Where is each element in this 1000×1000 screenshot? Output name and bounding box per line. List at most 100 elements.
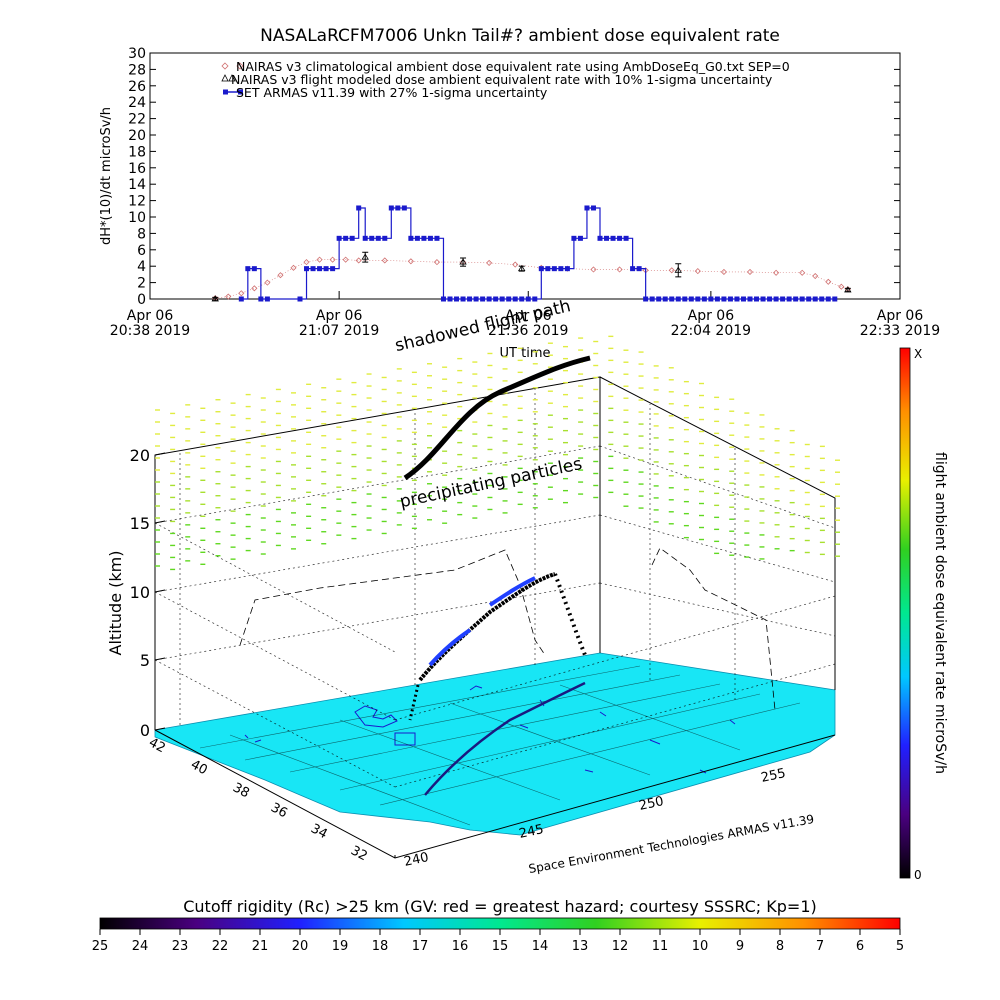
armas-point [832, 296, 838, 302]
y-tick-label: 26 [128, 79, 146, 95]
x-tick-label-date: Apr 06 [505, 308, 552, 324]
nairas-climatological-point [407, 258, 414, 265]
armas-point [317, 266, 323, 272]
colorbar-tick-label: 5 [896, 939, 904, 954]
y-tick-label: 20 [128, 128, 146, 144]
legend-marker-modeled [221, 74, 229, 82]
altitude-axis-label: Altitude (km) [106, 551, 125, 656]
nairas-climatological-point [303, 259, 310, 266]
armas-point [708, 296, 714, 302]
y-tick-label: 0 [137, 292, 146, 308]
legend-marker-armas [238, 89, 243, 95]
armas-point [604, 235, 610, 241]
armas-point [532, 296, 538, 302]
armas-point [395, 205, 401, 211]
vertical-colorbar [899, 347, 911, 879]
colorbar-tick-label: 20 [292, 939, 309, 954]
latitude-tick-label: 38 [230, 780, 252, 801]
armas-point [486, 296, 492, 302]
armas-point [264, 296, 270, 302]
armas-point [310, 266, 316, 272]
nairas-climatological-point [668, 267, 675, 274]
nairas-climatological-point [329, 256, 336, 263]
longitude-ticks: 240 245 250 255 [403, 766, 787, 870]
x-tick-label-time: 22:33 2019 [860, 323, 940, 339]
armas-point [812, 296, 818, 302]
series-nairas-climatological-line [215, 259, 848, 299]
armas-point [525, 296, 531, 302]
armas-point [688, 296, 694, 302]
ground-map [154, 652, 836, 836]
colorbar-tick-label: 17 [412, 939, 429, 954]
colorbar-tick-label: 10 [692, 939, 709, 954]
nairas-modeled-point [674, 266, 682, 273]
armas-point [545, 266, 551, 272]
timeseries-y-label: dH*(10)/dt microSv/h [99, 107, 114, 245]
nairas-modeled-point [844, 286, 852, 293]
nairas-climatological-point [277, 272, 284, 279]
vertical-colorbar-top-label: X [914, 347, 922, 361]
armas-point [499, 296, 505, 302]
colorbar-tick-label: 25 [92, 939, 109, 954]
armas-point [519, 296, 525, 302]
armas-point [767, 296, 773, 302]
flight-3d-scene: 0 5 10 15 20 32 34 36 38 40 42 240 245 250 255 [130, 335, 840, 870]
colorbar-tick-label: 24 [132, 939, 149, 954]
armas-point [656, 296, 662, 302]
armas-point [238, 296, 244, 302]
altitude-tick-label: 20 [130, 446, 150, 465]
colorbar-tick-label: 22 [212, 939, 229, 954]
ground-map-grid [199, 665, 801, 826]
page-title: NASALaRCFM7006 Unkn Tail#? ambient dose … [260, 26, 780, 46]
altitude-tick [154, 452, 166, 456]
nairas-climatological-point [238, 290, 245, 297]
armas-point [799, 296, 805, 302]
altitude-tick [154, 657, 166, 661]
y-tick-label: 14 [128, 177, 146, 193]
armas-point [747, 296, 753, 302]
latitude-tick-label: 32 [348, 843, 370, 864]
armas-point [414, 235, 420, 241]
colorbar-tick-label: 14 [532, 939, 549, 954]
y-tick-label: 12 [128, 194, 146, 210]
armas-point [701, 296, 707, 302]
back-wall-grid [154, 388, 836, 788]
horizontal-colorbar-ticks: 25 24 23 22 21 20 19 18 17 16 15 14 13 12 11 10 9 8 7 6 5 [92, 929, 904, 954]
armas-point [447, 296, 453, 302]
armas-point [506, 296, 512, 302]
armas-point [258, 296, 264, 302]
armas-point [297, 296, 303, 302]
colorbar-tick-label: 9 [736, 939, 744, 954]
armas-point [349, 235, 355, 241]
armas-point [369, 235, 375, 241]
x-tick-label-date: Apr 06 [316, 308, 363, 324]
nairas-climatological-point [799, 269, 806, 276]
armas-point [740, 296, 746, 302]
precipitating-particles-field [155, 335, 840, 571]
timeseries-series [211, 205, 852, 302]
armas-point [617, 235, 623, 241]
nairas-climatological-point [264, 279, 271, 286]
legend-marker-armas [223, 89, 228, 95]
colorbar-tick-label: 16 [452, 939, 469, 954]
nairas-climatological-point [290, 264, 297, 271]
x-tick-label-time: 20:38 2019 [110, 323, 190, 339]
nairas-climatological-point [486, 259, 493, 266]
armas-point [649, 296, 655, 302]
altitude-tick [154, 727, 166, 731]
armas-point [460, 296, 466, 302]
armas-point [454, 296, 460, 302]
armas-point [610, 235, 616, 241]
longitude-tick-label: 240 [403, 850, 430, 870]
colorbar-tick-label: 18 [372, 939, 389, 954]
legend-marker-modeled [228, 74, 236, 82]
armas-point [551, 266, 557, 272]
y-tick-label: 16 [128, 161, 146, 177]
altitude-tick-label: 15 [130, 514, 150, 533]
legend-entry: NAIRAS v3 flight modeled dose ambient eq… [231, 72, 773, 87]
armas-point [427, 235, 433, 241]
nairas-climatological-point [355, 257, 362, 264]
